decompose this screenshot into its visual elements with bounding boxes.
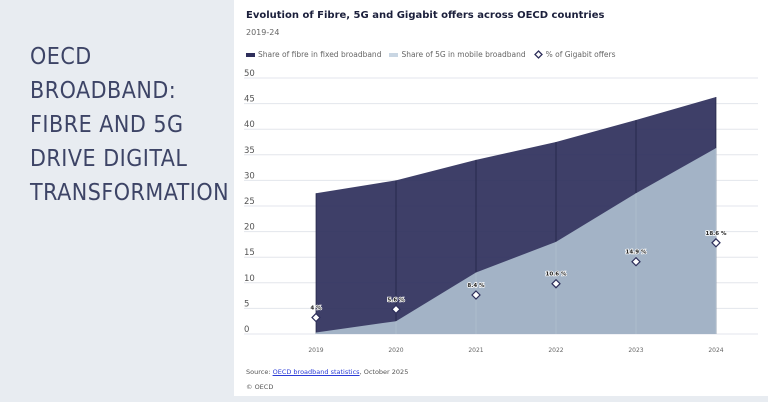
legend-item-gigabit[interactable]: % of Gigabit offers [533,50,616,59]
chart-card: Evolution of Fibre, 5G and Gigabit offer… [234,0,768,396]
data-label: 8.4 % [467,283,485,289]
x-tick-label: 2023 [628,347,643,354]
headline-line: DRIVE DIGITAL [30,146,188,172]
gigabit-marker [471,290,481,300]
data-label: 10.6 % [546,272,567,278]
gigabit-marker [711,237,721,248]
data-label: 18.6 % [706,231,727,237]
legend-item-fibre[interactable]: Share of fibre in fixed broadband [246,50,381,59]
gigabit-marker [551,278,561,289]
area-5g [316,148,716,334]
y-tick-label: 10 [244,274,255,284]
x-tick-label: 2024 [708,347,723,354]
y-tick-label: 35 [244,146,255,156]
chart-svg: 0 5 10 15 20 25 30 35 40 45 50 4 % 5.6 % 8.4 % 10.6 % 1… [244,69,758,354]
y-tick-label: 5 [244,299,249,309]
data-label: 14.9 % [626,250,647,256]
x-tick-label: 2021 [468,347,483,354]
diamond-icon [533,50,543,59]
data-label: 4 % [310,306,322,312]
y-tick-label: 20 [244,223,255,233]
data-label: 5.6 % [387,297,405,303]
chart-title: Evolution of Fibre, 5G and Gigabit offer… [246,10,605,21]
y-tick-label: 40 [244,120,255,130]
y-tick-label: 25 [244,197,255,207]
x-tick-label: 2020 [388,347,403,354]
y-tick-label: 0 [244,325,249,335]
y-tick-label: 15 [244,248,255,258]
gigabit-marker [391,304,401,315]
copyright: © OECD [246,383,274,391]
headline-line: OECD BROADBAND: [30,44,177,104]
gigabit-marker [311,312,321,323]
legend: Share of fibre in fixed broadband Share … [246,50,616,59]
y-tick-label: 30 [244,171,255,181]
y-tick-label: 45 [244,95,255,105]
gigabit-marker [631,256,641,267]
x-tick-label: 2019 [308,347,323,354]
legend-item-5g[interactable]: Share of 5G in mobile broadband [389,50,526,59]
x-tick-label: 2022 [548,347,563,354]
y-tick-label: 50 [244,69,255,79]
source-note: Source: OECD broadband statistics, Octob… [246,368,409,376]
headline-line: TRANSFORMATION [30,180,230,206]
chart-subtitle: 2019-24 [246,28,280,37]
source-link[interactable]: OECD broadband statistics [272,368,360,376]
headline: OECD BROADBAND: FIBRE AND 5G DRIVE DIGIT… [30,40,230,210]
headline-line: FIBRE AND 5G [30,112,184,138]
